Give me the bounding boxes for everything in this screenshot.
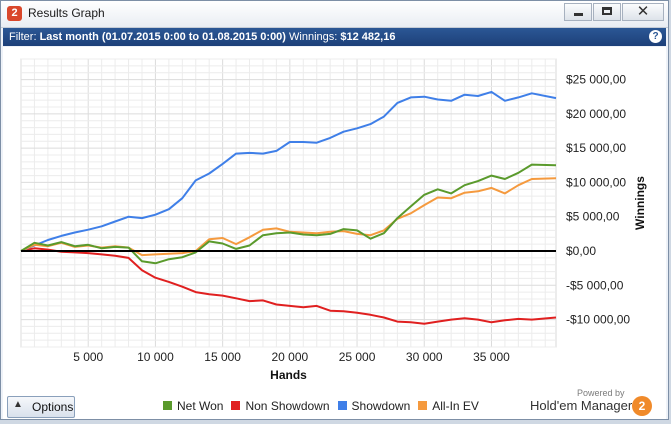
filter-range: Last month (01.07.2015 0:00 to 01.08.201… [39, 31, 286, 43]
results-chart: 5 000 10 000 15 000 20 000 25 000 30 000 35 00… [20, 58, 647, 382]
chart-area: 5 000 10 000 15 000 20 000 25 000 30 000 35 00… [3, 47, 666, 419]
x-tick-label: 25 000 [339, 350, 376, 364]
y-tick-label: $0,00 [566, 244, 596, 258]
legend-item[interactable]: Net Won [163, 399, 223, 413]
brand-name: Hold'em Manager [530, 398, 633, 413]
maximize-icon [602, 7, 612, 15]
legend-label: Showdown [351, 399, 411, 413]
y-tick-label: $15 000,00 [566, 141, 626, 155]
hm2-logo-icon: 2 [632, 396, 652, 416]
y-tick-label: -$10 000,00 [566, 313, 630, 327]
series-line-non-showdown [20, 247, 557, 325]
options-label: Options [32, 400, 74, 414]
series-line-net-won [20, 163, 557, 265]
legend-label: Net Won [177, 399, 224, 413]
legend-label: Non Showdown [245, 399, 330, 413]
x-axis-label: Hands [270, 368, 307, 382]
y-tick-label: $25 000,00 [566, 73, 626, 87]
window-title: Results Graph [28, 6, 105, 20]
filter-summary: Filter: Last month (01.07.2015 0:00 to 0… [9, 28, 395, 46]
minimize-icon [574, 13, 583, 16]
minimize-button[interactable] [564, 3, 592, 21]
legend-item[interactable]: Non Showdown [231, 399, 330, 413]
y-tick-label: $20 000,00 [566, 107, 626, 121]
series-line-showdown [20, 90, 557, 252]
title-bar[interactable]: 2 Results Graph ✕ [1, 1, 668, 28]
chart-legend: Net Won Non Showdown Showdown All-In EV [163, 399, 487, 415]
y-tick-label: $10 000,00 [566, 175, 626, 189]
winnings-label: Winnings: [289, 31, 338, 43]
legend-swatch [231, 401, 241, 411]
legend-item[interactable]: All-In EV [418, 399, 479, 413]
x-tick-label: 35 000 [473, 350, 510, 364]
help-icon[interactable]: ? [649, 30, 662, 43]
filter-bar: Filter: Last month (01.07.2015 0:00 to 0… [3, 28, 666, 46]
maximize-button[interactable] [593, 3, 621, 21]
powered-by-text: Powered by [577, 388, 625, 398]
legend-swatch [337, 401, 347, 411]
chevron-up-icon: ▲ [13, 399, 23, 410]
x-tick-label: 5 000 [73, 350, 103, 364]
legend-swatch [163, 401, 172, 411]
close-button[interactable]: ✕ [622, 3, 664, 21]
winnings-value: $12 482,16 [340, 31, 396, 43]
x-tick-label: 15 000 [204, 350, 241, 364]
legend-label: All-In EV [432, 399, 479, 413]
close-icon: ✕ [636, 3, 650, 20]
x-tick-label: 30 000 [406, 350, 443, 364]
y-tick-label: -$5 000,00 [566, 278, 624, 292]
legend-swatch [418, 401, 428, 411]
filter-prefix: Filter: [9, 31, 37, 43]
x-tick-label: 10 000 [137, 350, 174, 364]
legend-item[interactable]: Showdown [337, 399, 411, 413]
y-axis-label: Winnings [633, 176, 647, 230]
app-logo-icon: 2 [7, 6, 22, 21]
x-tick-label: 20 000 [271, 350, 308, 364]
options-button[interactable]: ▲ Options [7, 396, 75, 418]
y-tick-label: $5 000,00 [566, 210, 620, 224]
